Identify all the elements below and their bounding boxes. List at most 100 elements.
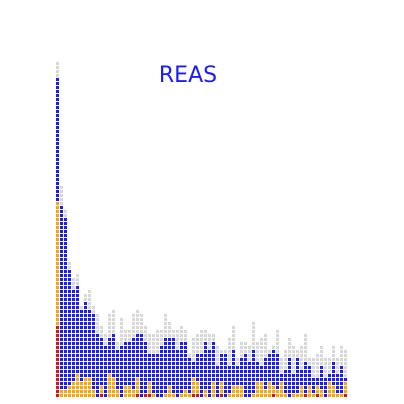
chart-cell xyxy=(112,334,115,337)
chart-cell xyxy=(248,390,251,393)
chart-cell xyxy=(172,394,175,397)
chart-cell xyxy=(304,342,307,345)
chart-cell xyxy=(336,370,339,373)
chart-cell xyxy=(204,370,207,373)
chart-cell xyxy=(184,330,187,333)
chart-cell xyxy=(248,382,251,385)
chart-cell xyxy=(132,342,135,345)
chart-cell xyxy=(56,130,59,133)
chart-cell xyxy=(252,370,255,373)
chart-cell xyxy=(232,346,235,349)
chart-cell xyxy=(56,182,59,185)
chart-cell xyxy=(136,330,139,333)
chart-cell xyxy=(100,386,103,389)
chart-cell xyxy=(320,390,323,393)
chart-cell xyxy=(104,362,107,365)
chart-cell xyxy=(184,390,187,393)
chart-cell xyxy=(140,334,143,337)
chart-cell xyxy=(324,382,327,385)
chart-cell xyxy=(208,370,211,373)
chart-cell xyxy=(160,394,163,397)
chart-cell xyxy=(336,358,339,361)
chart-cell xyxy=(304,334,307,337)
chart-cell xyxy=(112,326,115,329)
chart-cell xyxy=(56,230,59,233)
chart-cell xyxy=(64,390,67,393)
chart-cell xyxy=(300,394,303,397)
chart-cell xyxy=(140,394,143,397)
chart-cell xyxy=(184,370,187,373)
chart-cell xyxy=(60,206,63,209)
chart-cell xyxy=(344,378,347,381)
chart-cell xyxy=(208,366,211,369)
chart-cell xyxy=(84,346,87,349)
chart-cell xyxy=(264,386,267,389)
chart-cell xyxy=(56,314,59,317)
chart-cell xyxy=(72,314,75,317)
chart-cell xyxy=(80,394,83,397)
chart-cell xyxy=(128,346,131,349)
chart-cell xyxy=(72,374,75,377)
chart-cell xyxy=(268,374,271,377)
chart-cell xyxy=(92,338,95,341)
chart-cell xyxy=(144,346,147,349)
chart-cell xyxy=(128,338,131,341)
chart-cell xyxy=(316,390,319,393)
chart-cell xyxy=(196,350,199,353)
chart-cell xyxy=(216,378,219,381)
chart-cell xyxy=(328,390,331,393)
chart-cell xyxy=(140,322,143,325)
chart-cell xyxy=(56,258,59,261)
chart-cell xyxy=(64,254,67,257)
chart-cell xyxy=(304,394,307,397)
chart-cell xyxy=(292,354,295,357)
chart-cell xyxy=(120,386,123,389)
chart-cell xyxy=(196,370,199,373)
chart-cell xyxy=(232,330,235,333)
chart-cell xyxy=(164,314,167,317)
chart-cell xyxy=(252,366,255,369)
chart-cell xyxy=(168,354,171,357)
chart-cell xyxy=(268,350,271,353)
chart-cell xyxy=(132,382,135,385)
chart-cell xyxy=(240,350,243,353)
chart-cell xyxy=(92,354,95,357)
chart-cell xyxy=(60,226,63,229)
chart-cell xyxy=(224,378,227,381)
chart-cell xyxy=(180,386,183,389)
chart-cell xyxy=(128,342,131,345)
chart-cell xyxy=(300,378,303,381)
chart-cell xyxy=(136,374,139,377)
chart-cell xyxy=(252,378,255,381)
chart-cell xyxy=(164,338,167,341)
chart-cell xyxy=(64,394,67,397)
chart-cell xyxy=(56,106,59,109)
chart-cell xyxy=(72,378,75,381)
chart-cell xyxy=(132,394,135,397)
chart-cell xyxy=(184,378,187,381)
chart-cell xyxy=(344,382,347,385)
chart-cell xyxy=(56,290,59,293)
chart-cell xyxy=(108,366,111,369)
chart-cell xyxy=(268,394,271,397)
chart-cell xyxy=(300,358,303,361)
chart-cell xyxy=(88,382,91,385)
chart-cell xyxy=(220,358,223,361)
chart-cell xyxy=(108,370,111,373)
chart-cell xyxy=(332,382,335,385)
chart-cell xyxy=(132,358,135,361)
chart-cell xyxy=(60,210,63,213)
chart-cell xyxy=(172,354,175,357)
chart-cell xyxy=(56,358,59,361)
chart-cell xyxy=(88,294,91,297)
chart-cell xyxy=(340,354,343,357)
chart-cell xyxy=(176,394,179,397)
chart-cell xyxy=(320,378,323,381)
chart-cell xyxy=(160,362,163,365)
chart-cell xyxy=(272,386,275,389)
chart-cell xyxy=(64,234,67,237)
chart-cell xyxy=(80,374,83,377)
chart-cell xyxy=(104,374,107,377)
chart-cell xyxy=(336,386,339,389)
chart-cell xyxy=(120,346,123,349)
